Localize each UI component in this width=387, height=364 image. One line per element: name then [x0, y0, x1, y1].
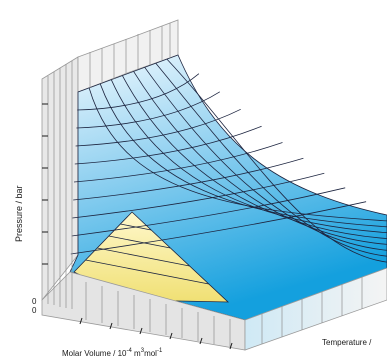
volume-line — [76, 91, 221, 129]
y-axis-label: Pressure / bar — [14, 185, 24, 242]
volume-line — [72, 172, 325, 219]
isotherm-line — [133, 71, 387, 245]
wall-grid — [47, 23, 363, 347]
surface-grid — [70, 58, 387, 285]
pressure-ticks — [42, 103, 48, 265]
tie-line — [120, 223, 152, 231]
volume-line — [77, 73, 200, 111]
volume-line — [70, 201, 367, 255]
volume-line — [74, 125, 262, 165]
origin-label-bottom: 0 — [32, 306, 37, 315]
right-front-face — [244, 267, 387, 351]
tie-line — [108, 235, 171, 249]
isotherm-line — [110, 79, 387, 234]
z-axis-label: Temperature / — [322, 338, 372, 347]
volume-line — [73, 157, 304, 201]
volume-line — [75, 108, 241, 147]
origin-label-top: 0 — [32, 297, 37, 306]
isotherm-line — [155, 62, 387, 257]
volume-line — [71, 187, 346, 237]
isotherm-line — [144, 67, 387, 251]
volume-line — [73, 142, 283, 183]
tie-line — [97, 247, 190, 267]
tie-line — [85, 259, 209, 285]
isotherm-line — [99, 83, 387, 228]
isotherm-line — [122, 75, 387, 239]
x-axis-label: Molar Volume / 10-4 m3mol-1 — [62, 348, 163, 358]
volume-ticks — [79, 317, 233, 350]
isotherm-line — [166, 58, 387, 263]
